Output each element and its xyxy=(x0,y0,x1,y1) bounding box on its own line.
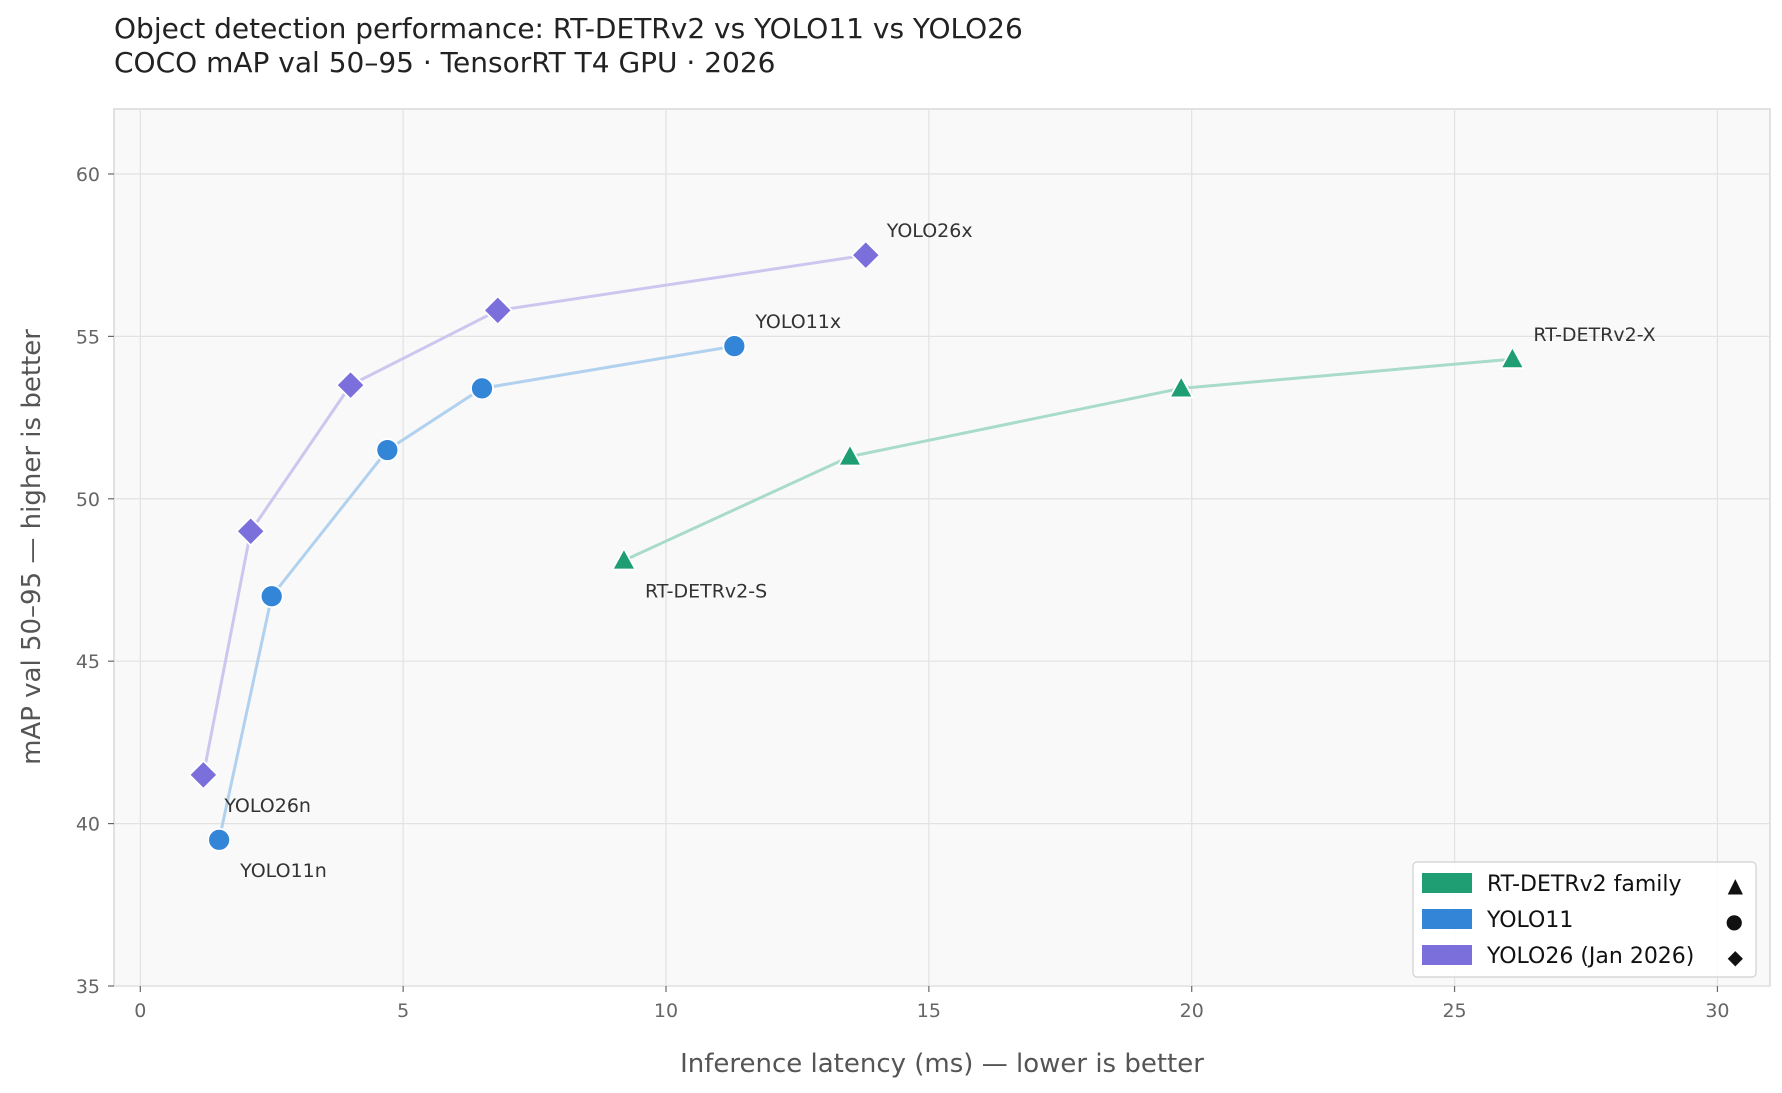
y-axis-label: mAP val 50–95 — higher is better xyxy=(17,329,47,765)
chart-title: Object detection performance: RT-DETRv2 … xyxy=(114,12,1023,45)
legend-label: YOLO26 (Jan 2026) xyxy=(1486,944,1694,969)
data-point-circle xyxy=(470,376,494,401)
data-point-diamond xyxy=(482,295,514,326)
x-tick-label: 25 xyxy=(1442,1000,1466,1022)
data-point-triangle xyxy=(836,442,864,467)
y-tick-label: 50 xyxy=(76,489,100,511)
data-point-circle xyxy=(207,827,232,852)
x-axis-ticks: 0 5 10 15 20 25 30 xyxy=(134,986,1730,1022)
legend-swatch xyxy=(1422,873,1472,893)
plot-area xyxy=(113,108,1771,987)
circle-legend-icon: ● xyxy=(1726,909,1743,933)
y-axis-ticks: 35 40 45 50 55 60 xyxy=(76,164,114,998)
point-label: RT-DETRv2-X xyxy=(1533,324,1655,346)
data-point-diamond xyxy=(850,239,882,271)
data-point-diamond xyxy=(235,515,266,547)
point-label: YOLO26x xyxy=(886,220,973,242)
data-point-diamond xyxy=(188,759,219,791)
data-point-diamond xyxy=(335,369,366,401)
point-annotations: RT-DETRv2-S RT-DETRv2-X YOLO11n YOLO11x YOLO… xyxy=(223,220,1655,882)
data-point-circle xyxy=(375,438,400,462)
legend-swatch xyxy=(1422,909,1472,929)
chart-subtitle: COCO mAP val 50–95 · TensorRT T4 GPU · 2… xyxy=(114,46,776,79)
x-tick-label: 10 xyxy=(654,1000,678,1022)
triangle-legend-icon: ▲ xyxy=(1728,873,1744,897)
x-axis-label: Inference latency (ms) — lower is better xyxy=(680,1049,1204,1079)
data-point-triangle xyxy=(1499,345,1526,370)
series-markers xyxy=(188,239,1526,852)
data-point-circle xyxy=(259,584,284,609)
point-label: YOLO26n xyxy=(223,795,311,817)
data-point-triangle xyxy=(610,546,637,571)
point-label: RT-DETRv2-S xyxy=(645,580,767,602)
legend-swatch xyxy=(1422,945,1472,965)
x-tick-label: 15 xyxy=(917,1000,941,1022)
y-tick-label: 55 xyxy=(76,326,100,348)
point-label: YOLO11x xyxy=(754,311,841,333)
y-tick-label: 35 xyxy=(76,976,100,998)
y-tick-label: 45 xyxy=(76,651,100,673)
x-tick-label: 30 xyxy=(1705,1000,1729,1022)
series-line xyxy=(623,357,1513,562)
point-label: YOLO11n xyxy=(239,860,327,882)
y-tick-label: 40 xyxy=(76,814,100,836)
data-point-triangle xyxy=(1168,374,1195,399)
x-tick-label: 5 xyxy=(397,1000,409,1022)
x-tick-label: 0 xyxy=(134,1000,146,1022)
legend-label: YOLO11 xyxy=(1486,908,1573,933)
data-point-circle xyxy=(722,334,747,359)
gridlines xyxy=(114,109,1770,987)
diamond-legend-icon: ◆ xyxy=(1728,945,1744,969)
y-tick-label: 60 xyxy=(76,164,100,186)
legend: RT-DETRv2 family ▲ YOLO11 ● YOLO26 (Jan 2026… xyxy=(1412,861,1757,978)
x-tick-label: 20 xyxy=(1180,1000,1204,1022)
legend-label: RT-DETRv2 family xyxy=(1487,872,1682,897)
legend-box xyxy=(1412,861,1757,978)
